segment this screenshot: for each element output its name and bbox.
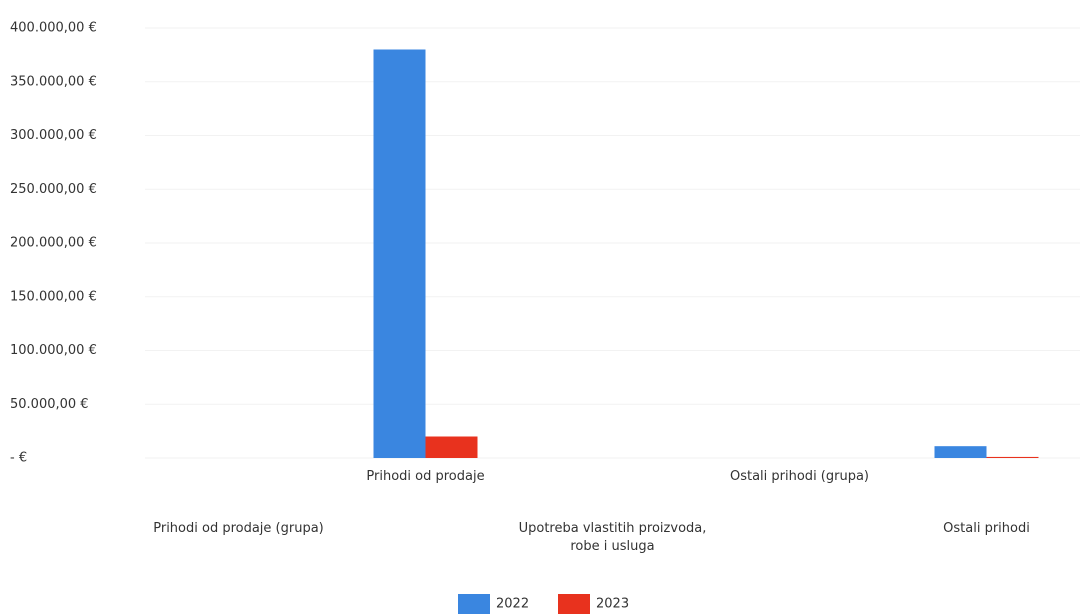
- x-tick-label: Prihodi od prodaje (grupa): [153, 521, 324, 536]
- bar: [934, 446, 987, 458]
- y-tick-label: 400.000,00 €: [10, 21, 97, 36]
- y-tick-label: - €: [10, 451, 27, 466]
- y-tick-label: 300.000,00 €: [10, 128, 97, 143]
- x-tick-label: Ostali prihodi (grupa): [729, 469, 870, 484]
- legend-label: 2022: [496, 597, 529, 612]
- bar: [373, 49, 426, 458]
- x-tick-label: Upotreba vlastitih proizvoda, robe i usl…: [518, 521, 707, 554]
- y-tick-label: 50.000,00 €: [10, 397, 89, 412]
- bar: [986, 456, 1039, 458]
- legend-swatch: [458, 594, 490, 614]
- x-tick-label: Prihodi od prodaje: [366, 469, 485, 484]
- y-tick-label: 350.000,00 €: [10, 74, 97, 89]
- legend-label: 2023: [596, 597, 629, 612]
- legend-swatch: [558, 594, 590, 614]
- x-tick-label: Ostali prihodi: [943, 521, 1030, 536]
- bar: [425, 436, 478, 458]
- y-tick-label: 100.000,00 €: [10, 343, 97, 358]
- y-tick-label: 250.000,00 €: [10, 182, 97, 197]
- y-tick-label: 200.000,00 €: [10, 236, 97, 251]
- y-tick-label: 150.000,00 €: [10, 289, 97, 304]
